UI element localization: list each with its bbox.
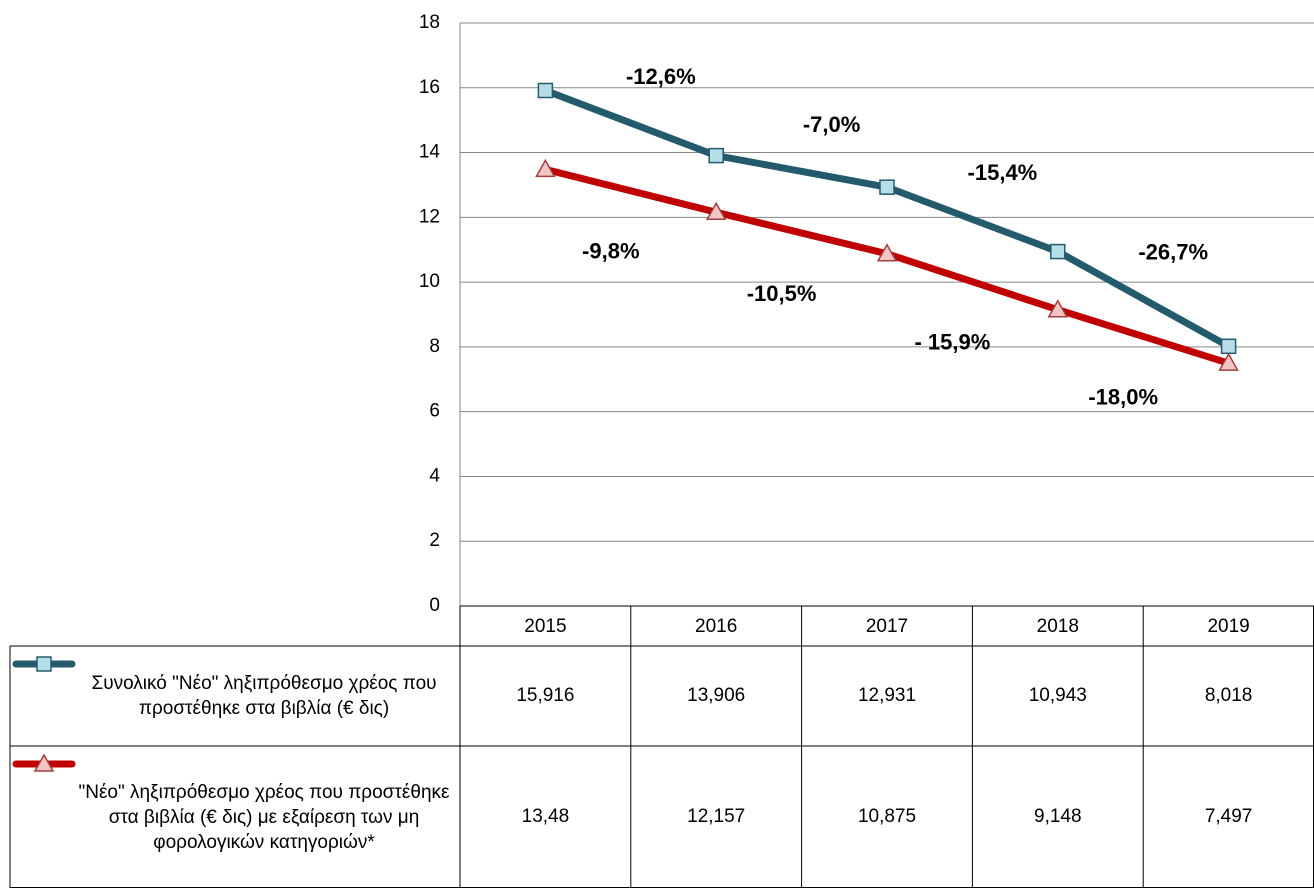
marker [1220,338,1237,355]
table-value: 10,875 [858,806,916,827]
table-value: 13,906 [687,685,745,706]
legend-marker [36,656,52,672]
table-value: 13,48 [522,806,570,827]
series-line [544,87,1231,350]
x-tick-label: 2018 [1037,616,1079,637]
marker [537,82,554,99]
y-tick-label: 14 [419,142,441,163]
table-value: 9,148 [1034,806,1082,827]
y-tick-label: 12 [419,206,440,227]
table-value: 15,916 [516,685,574,706]
change-label: -10,5% [747,281,817,306]
y-tick-label: 18 [419,12,440,33]
y-tick-label: 10 [419,271,440,292]
marker [1047,299,1069,318]
y-tick-label: 4 [429,465,440,486]
table-value: 12,157 [687,806,745,827]
marker [879,179,895,195]
change-label: -18,0% [1088,384,1158,409]
y-tick-label: 8 [429,336,440,357]
y-tick-label: 2 [429,530,440,551]
marker [876,243,898,262]
x-tick-label: 2019 [1207,616,1249,637]
y-tick-label: 16 [419,77,440,98]
table-value: 7,497 [1205,806,1253,827]
x-tick-label: 2017 [866,616,908,637]
x-tick-label: 2015 [524,616,566,637]
table-value: 12,931 [858,685,916,706]
change-label: -26,7% [1138,240,1208,265]
change-label: - 15,9% [914,330,990,355]
series-line [544,166,1230,367]
table-value: 10,943 [1029,685,1087,706]
legend-label: "Νέο" ληξιπρόθεσμο χρέος που προστέθηκε … [78,781,450,853]
marker [1218,352,1239,371]
change-label: -7,0% [803,112,860,137]
change-label: -15,4% [968,160,1038,185]
y-tick-label: 0 [429,595,440,616]
change-label: -9,8% [582,239,639,264]
marker [535,158,556,178]
change-label: -12,6% [626,64,696,89]
y-tick-label: 6 [429,401,440,422]
table-value: 8,018 [1205,685,1253,706]
x-tick-label: 2016 [695,616,737,637]
legend-marker [33,753,55,772]
marker [1050,243,1066,260]
marker [708,147,724,164]
marker [705,201,727,220]
legend-label: Συνολικό "Νέο" ληξιπρόθεσμο χρέος που πρ… [91,673,437,719]
